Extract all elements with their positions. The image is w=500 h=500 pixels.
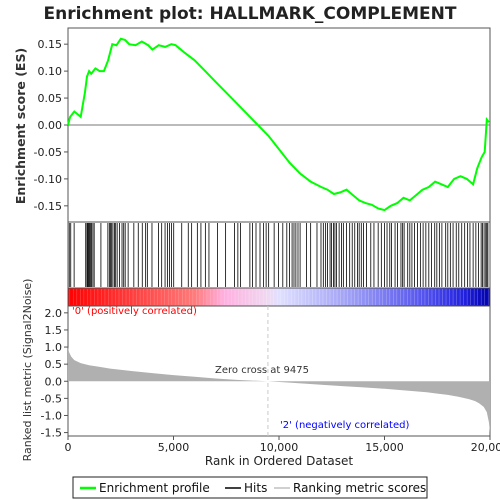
legend: Enrichment profile Hits Ranking metric s… xyxy=(72,476,428,499)
x-tick-label: 10,000 xyxy=(260,441,299,454)
ranked-y-tick-label: 0.0 xyxy=(45,375,63,388)
es-y-axis-label: Enrichment score (ES) xyxy=(13,48,28,204)
ranked-y-tick-label: 1.0 xyxy=(45,341,63,354)
hits-panel-frame xyxy=(67,221,491,289)
x-axis-label: Rank in Ordered Dataset xyxy=(205,454,353,468)
legend-metric-label: Ranking metric scores xyxy=(293,481,426,495)
enrichment-profile-line xyxy=(67,37,490,212)
ranking-metric-area xyxy=(68,347,490,433)
ranked-metric-panel: -1.5 -1.0 -0.5 0.0 0.5 1.0 1.5 2.0 '0' (positiv… xyxy=(21,279,491,462)
positive-correlation-label: '0' (positively correlated) xyxy=(72,306,197,317)
es-y-tick-label: -0.15 xyxy=(34,200,62,213)
legend-profile-label: Enrichment profile xyxy=(99,481,210,495)
x-axis-ticks: 0 5,000 10,000 15,000 20,000 xyxy=(65,436,500,454)
negative-correlation-label: '2' (negatively correlated) xyxy=(280,420,409,431)
ranked-y-tick-label: -1.5 xyxy=(41,427,62,440)
chart-title: Enrichment plot: HALLMARK_COMPLEMENT xyxy=(43,4,456,24)
es-y-tick-label: 0.15 xyxy=(38,38,63,51)
ranked-y-axis-label: Ranked list metric (Signal2Noise) xyxy=(21,279,34,462)
ranking-color-bar xyxy=(67,287,491,307)
es-y-tick-label: 0.10 xyxy=(38,65,63,78)
x-tick-label: 0 xyxy=(65,441,72,454)
es-panel: -0.15 -0.10 -0.05 0.00 0.05 0.10 0.15 Enrichme… xyxy=(13,27,491,223)
es-y-tick-label: -0.05 xyxy=(34,146,62,159)
hits-panel xyxy=(67,221,491,289)
ranked-y-ticks: -1.5 -1.0 -0.5 0.0 0.5 1.0 1.5 2.0 xyxy=(41,307,68,440)
ranked-y-tick-label: -0.5 xyxy=(41,392,62,405)
x-tick-label: 15,000 xyxy=(365,441,404,454)
ranked-panel-frame xyxy=(67,305,491,437)
es-y-tick-label: 0.05 xyxy=(38,92,63,105)
ranked-y-tick-label: -1.0 xyxy=(41,409,62,422)
colorbar-stripes xyxy=(69,289,489,305)
x-tick-label: 20,000 xyxy=(471,441,500,454)
es-y-tick-label: -0.10 xyxy=(34,173,62,186)
ranked-y-tick-label: 1.5 xyxy=(45,324,63,337)
hits-lines xyxy=(68,223,489,287)
zero-cross-label: Zero cross at 9475 xyxy=(215,365,309,376)
es-y-tick-label: 0.00 xyxy=(38,119,63,132)
ranked-y-tick-label: 2.0 xyxy=(45,307,63,320)
es-y-ticks: -0.15 -0.10 -0.05 0.00 0.05 0.10 0.15 xyxy=(34,38,68,213)
legend-box xyxy=(72,476,428,499)
legend-hits-label: Hits xyxy=(244,481,267,495)
ranked-y-tick-label: 0.5 xyxy=(45,358,63,371)
x-tick-label: 5,000 xyxy=(158,441,190,454)
